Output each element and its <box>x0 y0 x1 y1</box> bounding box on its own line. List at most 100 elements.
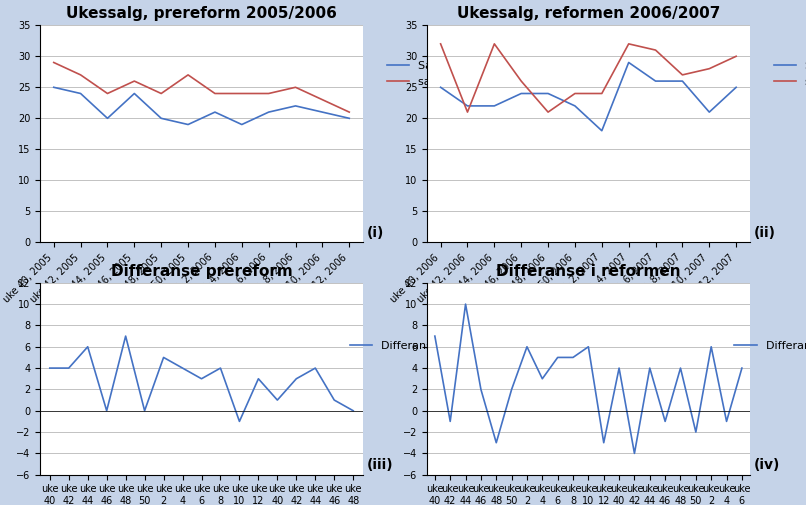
salg menn <box>517 78 526 84</box>
salg menn <box>130 78 139 84</box>
Legend: Differanse prereform: Differanse prereform <box>346 336 502 355</box>
Line: Salg kvinner: Salg kvinner <box>441 63 736 131</box>
salg menn <box>543 109 553 115</box>
Legend: Differanse i reformen: Differanse i reformen <box>730 336 806 355</box>
Salg kvinner <box>570 103 580 109</box>
Salg kvinner <box>183 122 193 128</box>
Differanse i reformen <box>568 355 578 361</box>
salg menn <box>489 41 499 47</box>
salg menn <box>264 90 273 96</box>
Differanse i reformen <box>522 344 532 350</box>
Differanse prereform <box>292 376 301 382</box>
Salg kvinner <box>597 128 607 134</box>
salg menn <box>318 96 327 103</box>
salg menn <box>597 90 607 96</box>
Text: (iii): (iii) <box>367 458 393 472</box>
Title: Ukessalg, reformen 2006/2007: Ukessalg, reformen 2006/2007 <box>457 6 720 21</box>
Salg kvinner <box>130 90 139 96</box>
Line: Salg kvinner: Salg kvinner <box>54 87 349 125</box>
salg menn <box>102 90 112 96</box>
Line: salg menn: salg menn <box>54 63 349 112</box>
Legend: Salg kvinner, salg menn: Salg kvinner, salg menn <box>383 57 492 91</box>
salg menn <box>49 60 59 66</box>
Differanse prereform <box>177 365 187 371</box>
salg menn <box>156 90 166 96</box>
Differanse i reformen <box>629 450 639 457</box>
Text: (i): (i) <box>367 226 384 240</box>
Line: salg menn: salg menn <box>441 44 736 112</box>
Salg kvinner <box>704 109 714 115</box>
salg menn <box>436 41 446 47</box>
Differanse prereform <box>159 355 168 361</box>
Salg kvinner <box>344 115 354 121</box>
Title: Differanse prereform: Differanse prereform <box>110 264 293 279</box>
Salg kvinner <box>49 84 59 90</box>
salg menn <box>463 109 472 115</box>
Legend: Salg kvinner, salg menn: Salg kvinner, salg menn <box>770 57 806 91</box>
salg menn <box>731 53 741 59</box>
Differanse i reformen <box>584 344 593 350</box>
salg menn <box>291 84 301 90</box>
salg menn <box>183 72 193 78</box>
salg menn <box>704 66 714 72</box>
Line: Differanse prereform: Differanse prereform <box>50 336 353 421</box>
Differanse prereform <box>235 418 244 424</box>
Salg kvinner <box>237 122 247 128</box>
Salg kvinner <box>543 90 553 96</box>
Salg kvinner <box>436 84 446 90</box>
Differanse i reformen <box>706 344 716 350</box>
Differanse prereform <box>197 376 206 382</box>
Differanse i reformen <box>599 440 609 446</box>
salg menn <box>650 47 660 53</box>
Differanse prereform <box>102 408 111 414</box>
Differanse prereform <box>216 365 226 371</box>
Differanse i reformen <box>675 365 685 371</box>
Differanse i reformen <box>446 418 455 424</box>
Salg kvinner <box>624 60 634 66</box>
Salg kvinner <box>102 115 112 121</box>
Differanse i reformen <box>430 333 440 339</box>
Salg kvinner <box>210 109 220 115</box>
salg menn <box>678 72 688 78</box>
Differanse prereform <box>254 376 264 382</box>
Differanse i reformen <box>721 418 731 424</box>
Differanse prereform <box>348 408 358 414</box>
Differanse i reformen <box>737 365 746 371</box>
Differanse prereform <box>330 397 339 403</box>
Differanse prereform <box>139 408 149 414</box>
salg menn <box>344 109 354 115</box>
Differanse i reformen <box>691 429 700 435</box>
Title: Differanse i reformen: Differanse i reformen <box>496 264 681 279</box>
Salg kvinner <box>463 103 472 109</box>
Salg kvinner <box>731 84 741 90</box>
Differanse i reformen <box>538 376 547 382</box>
Salg kvinner <box>489 103 499 109</box>
salg menn <box>76 72 85 78</box>
Differanse i reformen <box>645 365 654 371</box>
Differanse prereform <box>310 365 320 371</box>
Differanse prereform <box>121 333 131 339</box>
Salg kvinner <box>650 78 660 84</box>
Text: (iv): (iv) <box>754 458 780 472</box>
Differanse i reformen <box>476 386 486 392</box>
Text: (ii): (ii) <box>754 226 775 240</box>
salg menn <box>237 90 247 96</box>
Salg kvinner <box>156 115 166 121</box>
salg menn <box>624 41 634 47</box>
Differanse prereform <box>45 365 55 371</box>
Differanse prereform <box>83 344 93 350</box>
Differanse i reformen <box>461 301 471 307</box>
Salg kvinner <box>517 90 526 96</box>
Salg kvinner <box>76 90 85 96</box>
Differanse i reformen <box>660 418 670 424</box>
Line: Differanse i reformen: Differanse i reformen <box>435 304 742 453</box>
Salg kvinner <box>318 109 327 115</box>
Salg kvinner <box>678 78 688 84</box>
Differanse i reformen <box>614 365 624 371</box>
Differanse i reformen <box>492 440 501 446</box>
Differanse prereform <box>272 397 282 403</box>
salg menn <box>570 90 580 96</box>
Differanse i reformen <box>553 355 563 361</box>
Salg kvinner <box>264 109 273 115</box>
Salg kvinner <box>291 103 301 109</box>
